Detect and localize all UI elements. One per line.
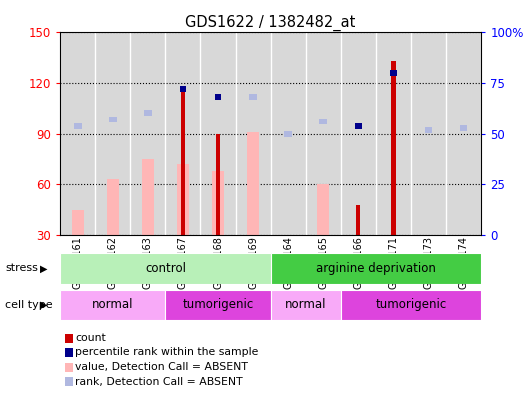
Text: tumorigenic: tumorigenic (183, 298, 254, 311)
Bar (320, 119, 327, 124)
Bar (460, 125, 468, 130)
Bar (60, 253, 271, 284)
Bar (247, 132, 259, 235)
Text: tumorigenic: tumorigenic (376, 298, 447, 311)
Bar (215, 94, 221, 100)
Bar (177, 164, 189, 235)
Bar (285, 131, 292, 136)
Bar (391, 61, 395, 235)
Text: value, Detection Call = ABSENT: value, Detection Call = ABSENT (75, 362, 248, 372)
Text: arginine deprivation: arginine deprivation (316, 262, 436, 275)
Bar (355, 123, 361, 128)
Text: percentile rank within the sample: percentile rank within the sample (75, 347, 258, 357)
Bar (60, 290, 165, 320)
Bar (165, 290, 271, 320)
Text: cell type: cell type (5, 300, 53, 310)
Bar (271, 253, 481, 284)
Bar (180, 86, 186, 92)
Bar (317, 184, 329, 235)
Text: stress: stress (5, 263, 38, 273)
Text: normal: normal (92, 298, 133, 311)
Bar (144, 111, 152, 116)
Bar (181, 92, 185, 235)
Bar (216, 134, 220, 235)
Bar (74, 123, 82, 128)
Bar (390, 70, 396, 76)
Bar (109, 117, 117, 122)
Bar (212, 171, 224, 235)
Text: ▶: ▶ (40, 263, 47, 273)
Bar (72, 210, 84, 235)
Bar (425, 127, 433, 132)
Bar (271, 290, 341, 320)
Bar (356, 205, 360, 235)
Title: GDS1622 / 1382482_at: GDS1622 / 1382482_at (186, 15, 356, 31)
Bar (107, 179, 119, 235)
Text: ▶: ▶ (40, 300, 47, 310)
Text: normal: normal (285, 298, 326, 311)
Bar (341, 290, 481, 320)
Text: count: count (75, 333, 106, 343)
Bar (249, 94, 257, 100)
Bar (142, 159, 154, 235)
Text: rank, Detection Call = ABSENT: rank, Detection Call = ABSENT (75, 377, 243, 387)
Text: control: control (145, 262, 186, 275)
